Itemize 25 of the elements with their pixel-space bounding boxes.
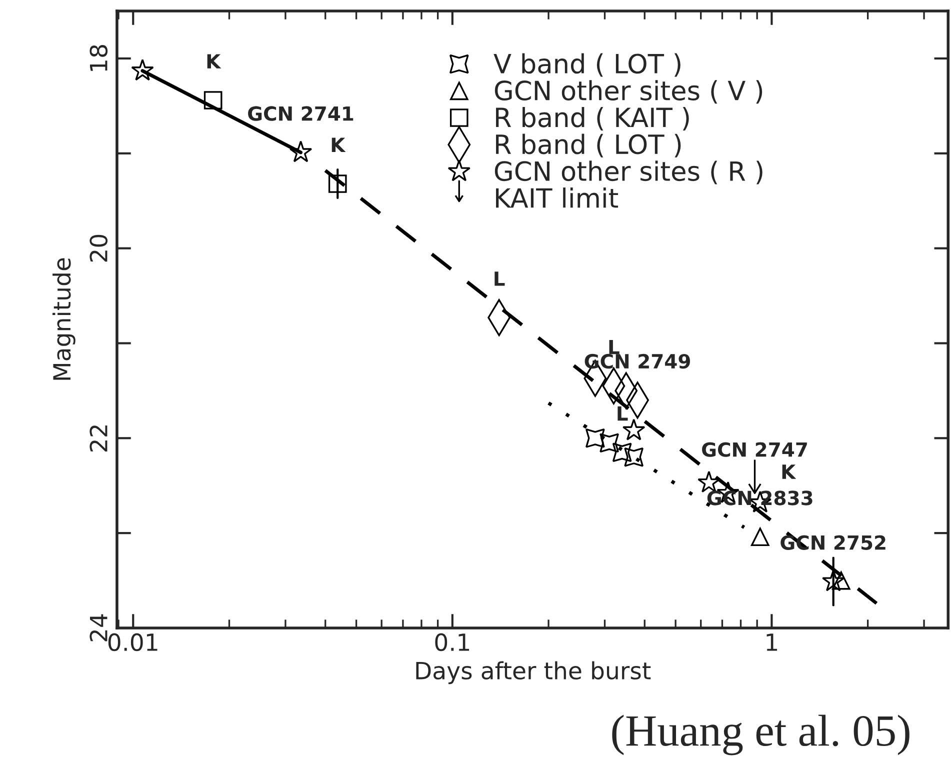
annotation: K xyxy=(207,54,222,68)
x-tick-label: 0.1 xyxy=(435,633,470,652)
x-axis-title: Days after the burst xyxy=(416,661,651,684)
x-tick-label: 0.01 xyxy=(108,633,158,652)
annotation: GCN 2741 xyxy=(248,106,354,121)
text: (Huang et al. 05) xyxy=(612,714,910,756)
annotation: L xyxy=(618,406,628,421)
y-tick-label: 18 xyxy=(90,45,108,71)
annotation: GCN 2749 xyxy=(584,354,690,369)
annotation: L xyxy=(609,340,620,354)
annotation: GCN 2747 xyxy=(702,442,807,457)
legend-label: KAIT limit xyxy=(496,188,618,208)
legend-label: V band ( LOT ) xyxy=(494,53,680,77)
y-tick-label: 22 xyxy=(90,425,108,452)
legend-label: GCN other sites ( R ) xyxy=(494,160,762,184)
annotation: K xyxy=(332,138,346,152)
y-tick-label: 20 xyxy=(90,234,108,262)
legend-label: GCN other sites ( V ) xyxy=(494,80,762,104)
annotation: K xyxy=(782,464,796,479)
y-tick-label: 24 xyxy=(90,614,108,642)
legend-label: R band ( LOT ) xyxy=(496,134,681,158)
annotation: L xyxy=(494,272,505,286)
legend-label: R band ( KAIT ) xyxy=(496,106,689,130)
x-tick-label: 1 xyxy=(766,634,778,651)
y-axis-title: Magnitude xyxy=(52,258,76,380)
